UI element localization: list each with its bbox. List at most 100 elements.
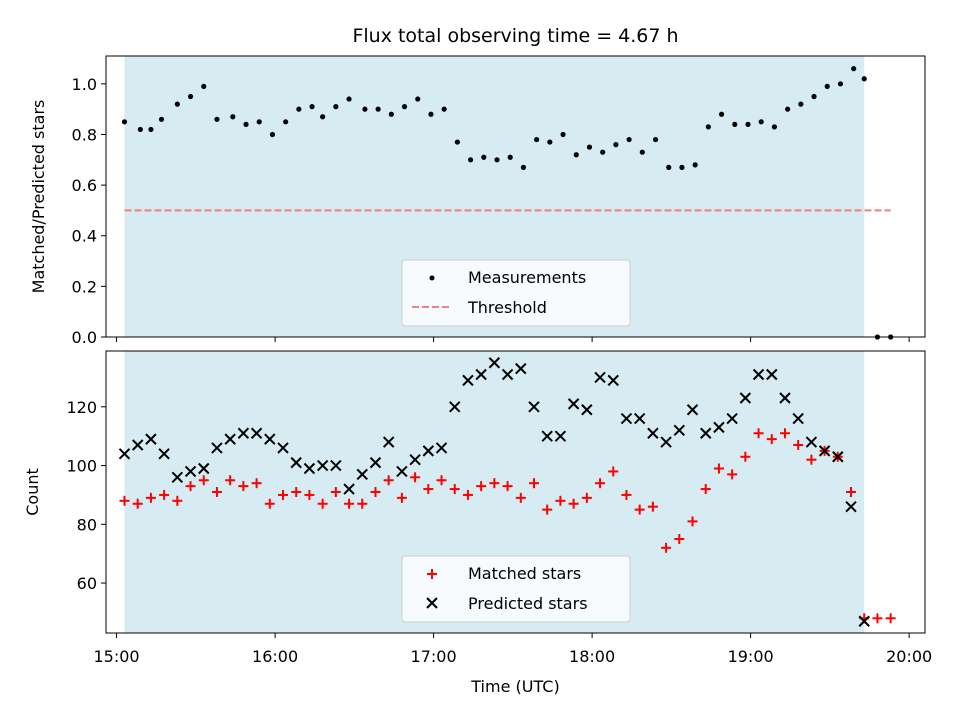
legend-measurements-label: Measurements	[468, 268, 586, 287]
measurement-point	[811, 93, 817, 100]
top-plot-frame	[105, 55, 926, 338]
measurement-point	[679, 164, 685, 170]
measurement-point	[652, 136, 659, 143]
matched-star-point	[238, 481, 249, 492]
predicted-star-point	[290, 456, 302, 469]
predicted-star-point	[158, 448, 170, 460]
matched-star-point	[502, 481, 513, 492]
matched-star-point	[687, 516, 698, 527]
matched-star-point	[211, 487, 222, 497]
measurement-point	[320, 114, 326, 120]
x-tick-label: 16:00	[252, 647, 298, 666]
top-x-ticks	[116, 337, 910, 342]
predicted-star-point	[792, 412, 804, 425]
measurement-point	[375, 106, 381, 112]
measurement-point	[256, 119, 262, 125]
legend-predicted-marker	[426, 597, 438, 609]
measurement-point	[573, 152, 579, 158]
predicted-star-point	[567, 398, 580, 410]
predicted-star-point	[224, 433, 236, 445]
matched-star-point	[740, 451, 751, 462]
top-marks	[121, 66, 894, 340]
matched-star-point	[621, 489, 632, 500]
matched-star-point	[872, 613, 883, 624]
predicted-star-point	[541, 430, 553, 442]
predicted-star-point	[832, 451, 844, 463]
measurement-point	[401, 104, 408, 110]
measurement-point	[705, 124, 711, 130]
predicted-star-point	[581, 404, 593, 416]
matched-star-point	[674, 534, 685, 544]
predicted-star-point	[515, 362, 527, 375]
predicted-star-point	[145, 433, 157, 445]
measurement-point	[214, 116, 220, 122]
predicted-star-point	[594, 371, 606, 384]
predicted-star-point	[369, 456, 382, 469]
measurement-point	[534, 136, 540, 143]
predicted-star-point	[528, 401, 540, 413]
matched-star-point	[132, 498, 143, 509]
matched-star-point	[357, 498, 368, 509]
measurement-point	[626, 136, 632, 143]
measurement-point	[346, 96, 352, 102]
y-tick-label: 0.2	[72, 277, 97, 296]
matched-star-point	[317, 498, 328, 509]
predicted-star-point	[118, 448, 131, 460]
matched-star-point	[449, 484, 460, 495]
matched-star-point	[225, 475, 236, 486]
y-tick-label: 0.4	[72, 227, 97, 246]
x-tick-label: 20:00	[886, 647, 932, 666]
measurement-point	[362, 106, 368, 112]
measurement-point	[560, 131, 566, 138]
top-y-ticks: 0.0 0.2 0.4 0.6 0.8 1.0	[72, 75, 106, 347]
legend-predicted-label: Predicted stars	[468, 594, 588, 613]
predicted-star-point	[316, 459, 329, 472]
top-legend: Measurements Threshold	[401, 259, 631, 327]
measurement-point	[283, 119, 289, 125]
measurement-point	[718, 111, 725, 117]
matched-star-point	[542, 504, 553, 515]
measurement-point	[666, 164, 672, 170]
matched-star-point	[476, 481, 487, 492]
matched-star-point	[753, 428, 764, 439]
predicted-star-point	[818, 445, 831, 457]
y-tick-label: 0.0	[72, 328, 97, 347]
matched-star-point	[396, 492, 407, 503]
measurement-point	[745, 121, 751, 127]
predicted-star-point	[607, 374, 619, 387]
predicted-star-point	[475, 368, 487, 381]
predicted-star-point	[264, 433, 276, 445]
measurement-point	[507, 154, 513, 160]
legend-matched-label: Matched stars	[468, 564, 581, 583]
predicted-star-point	[131, 439, 144, 451]
matched-star-point	[661, 542, 672, 553]
measurement-point	[201, 83, 207, 89]
predicted-star-point	[198, 462, 210, 475]
top-panel: 0.0 0.2 0.4 0.6 0.8 1.0 Flux total observing …	[29, 25, 926, 347]
y-tick-label: 80	[77, 515, 97, 534]
y-tick-label: 100	[66, 457, 97, 476]
matched-star-point	[528, 478, 539, 489]
matched-star-point	[264, 498, 275, 509]
matched-star-point	[330, 487, 341, 497]
matched-star-point	[515, 492, 526, 503]
measurement-point	[230, 114, 236, 120]
predicted-star-point	[713, 421, 725, 434]
matched-star-point	[145, 492, 156, 503]
predicted-star-point	[382, 436, 395, 448]
predicted-star-point	[396, 465, 408, 478]
matched-star-point	[423, 484, 434, 495]
matched-star-point	[278, 489, 289, 500]
predicted-star-point	[739, 392, 752, 404]
matched-star-point	[291, 487, 302, 497]
matched-star-point	[462, 489, 473, 500]
matched-star-point	[581, 492, 592, 503]
matched-star-point	[885, 613, 896, 624]
predicted-star-point	[660, 436, 672, 448]
predicted-star-point	[501, 368, 514, 381]
top-legend-box	[401, 259, 631, 327]
measurement-point	[333, 104, 339, 110]
x-tick-label: 18:00	[569, 647, 615, 666]
measurement-point	[121, 119, 128, 125]
